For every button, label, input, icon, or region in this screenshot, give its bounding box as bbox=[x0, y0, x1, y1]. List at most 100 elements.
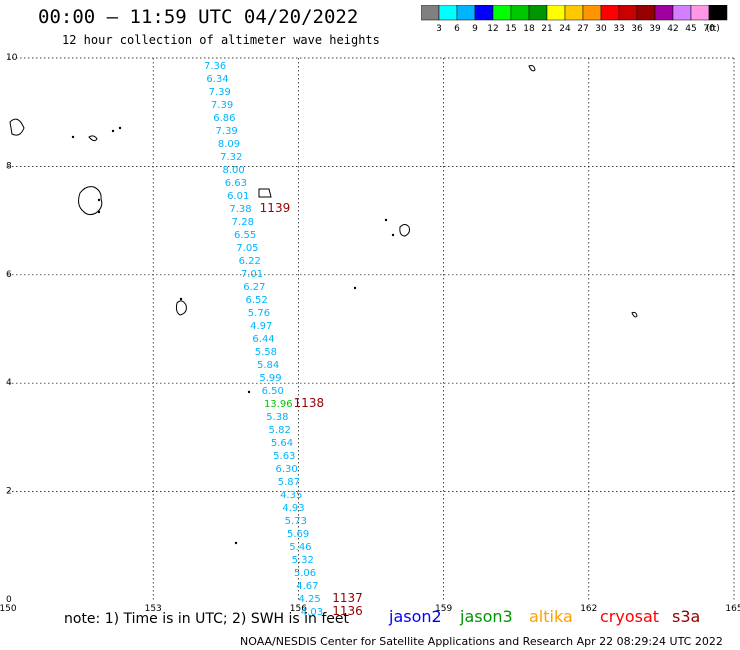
wave-height-label: 7.32 bbox=[220, 152, 242, 163]
coastline-pohnpei bbox=[78, 186, 103, 216]
wave-height-label: 7.39 bbox=[209, 87, 231, 98]
longitude-tick-label: 156 bbox=[290, 604, 307, 614]
wave-height-label: 4.97 bbox=[250, 321, 272, 332]
wave-height-label: 6.34 bbox=[206, 74, 228, 85]
colorbar-swatch bbox=[438, 5, 458, 21]
wave-height-label: 4.03 bbox=[301, 607, 323, 615]
colorbar-label: 12 bbox=[487, 24, 498, 34]
wave-height-colorbar: 3 6 9 12 15 18 21 24 27 30 33 36 39 42 45 70(ft) bbox=[421, 5, 728, 34]
colorbar-label: 18 bbox=[523, 24, 535, 34]
wave-height-label: 6.52 bbox=[246, 295, 268, 306]
wave-height-label: 5.99 bbox=[259, 373, 281, 384]
footer-note: note: 1) Time is in UTC; 2) SWH is in fe… bbox=[64, 611, 350, 627]
colorbar-swatch bbox=[582, 5, 602, 21]
legend-jason2: jason2 bbox=[389, 607, 442, 626]
islet-dot bbox=[384, 218, 388, 222]
colorbar-label: 27 bbox=[577, 24, 588, 34]
colorbar-label: 70 bbox=[703, 24, 715, 34]
wave-height-label: 6.01 bbox=[227, 191, 249, 202]
latitude-tick-label: 2 bbox=[6, 487, 12, 497]
colorbar-swatch bbox=[618, 5, 638, 21]
wave-height-label: 6.63 bbox=[225, 178, 247, 189]
colorbar-swatch bbox=[528, 5, 548, 21]
colorbar-label: 30 bbox=[595, 24, 607, 34]
coastline-nw-atoll bbox=[9, 118, 25, 136]
wave-height-label: 7.28 bbox=[232, 217, 254, 228]
islet-dot bbox=[179, 297, 183, 301]
islet-dot bbox=[247, 390, 251, 394]
latitude-tick-label: 0 bbox=[6, 595, 12, 605]
legend-s3a: s3a bbox=[672, 607, 701, 626]
altimeter-map[interactable]: 150 153 156 159 162 165 0 2 4 6 8 10 7.36 6.34 7.39 7.3… bbox=[0, 45, 740, 615]
wave-height-label: 6.30 bbox=[275, 464, 297, 475]
wave-height-label: 8.09 bbox=[218, 139, 240, 150]
map-subtitle: 12 hour collection of altimeter wave hei… bbox=[62, 33, 380, 47]
colorbar-swatch bbox=[654, 5, 674, 21]
islet-dot bbox=[353, 286, 357, 290]
time-stamp-label: 1139 bbox=[260, 201, 291, 215]
colorbar-swatch bbox=[564, 5, 584, 21]
wave-height-label: 7.38 bbox=[229, 204, 251, 215]
colorbar-swatch bbox=[708, 5, 728, 21]
wave-height-label: 6.86 bbox=[213, 113, 235, 124]
colorbar-swatch bbox=[421, 5, 440, 21]
longitude-tick-label: 153 bbox=[145, 604, 162, 614]
credit-line: NOAA/NESDIS Center for Satellite Applica… bbox=[240, 635, 723, 648]
colorbar-label: 15 bbox=[505, 24, 516, 34]
islet-dot bbox=[391, 233, 395, 237]
colorbar-label: 45 bbox=[685, 24, 696, 34]
wave-height-label: 5.58 bbox=[255, 347, 277, 358]
colorbar-swatch bbox=[546, 5, 566, 21]
colorbar-swatch bbox=[510, 5, 530, 21]
wave-height-label: 5.06 bbox=[294, 568, 316, 579]
legend-jason3: jason3 bbox=[460, 607, 513, 626]
colorbar-swatch bbox=[690, 5, 710, 21]
longitude-tick-label: 150 bbox=[0, 604, 17, 614]
colorbar-label: 9 bbox=[472, 24, 478, 34]
wave-height-label: 6.44 bbox=[252, 334, 274, 345]
latitude-tick-label: 8 bbox=[6, 161, 12, 171]
wave-height-label: 5.84 bbox=[257, 360, 279, 371]
wave-height-label: 4.35 bbox=[280, 490, 302, 501]
colorbar-label: 36 bbox=[631, 24, 643, 34]
colorbar-swatch bbox=[672, 5, 692, 21]
wave-height-label: 5.38 bbox=[266, 412, 288, 423]
coastline-n-islet bbox=[528, 65, 536, 72]
islet-dot bbox=[97, 210, 101, 214]
wave-height-label: 7.05 bbox=[236, 243, 258, 254]
colorbar-swatch bbox=[600, 5, 620, 21]
wave-height-label: 6.55 bbox=[234, 230, 256, 241]
longitude-tick-label: 165 bbox=[725, 604, 740, 614]
coastline-mokil bbox=[175, 300, 187, 316]
time-stamp-label: 1137 bbox=[332, 591, 363, 605]
coastline-ant bbox=[88, 135, 98, 142]
wave-height-label: 6.27 bbox=[243, 282, 265, 293]
colorbar-label: 39 bbox=[649, 24, 661, 34]
map-title: 00:00 – 11:59 UTC 04/20/2022 bbox=[38, 6, 359, 28]
coastline-chuuk-islet-a bbox=[258, 188, 272, 198]
wave-height-label: 6.50 bbox=[262, 386, 284, 397]
wave-height-label: 5.64 bbox=[271, 438, 293, 449]
wave-height-label: 5.82 bbox=[269, 425, 291, 436]
latitude-tick-label: 6 bbox=[6, 270, 12, 280]
wave-height-label: 13.96 bbox=[264, 399, 293, 410]
wave-height-label: 5.87 bbox=[278, 477, 300, 488]
islet-dot bbox=[234, 541, 238, 545]
wave-height-label: 5.46 bbox=[289, 542, 311, 553]
colorbar-label: 6 bbox=[454, 24, 460, 34]
colorbar-label: 33 bbox=[613, 24, 624, 34]
colorbar-swatch bbox=[456, 5, 476, 21]
wave-height-label: 7.39 bbox=[216, 126, 238, 137]
colorbar-label: 42 bbox=[667, 24, 678, 34]
wave-height-label: 7.36 bbox=[204, 61, 226, 72]
latitude-tick-label: 10 bbox=[6, 53, 18, 63]
colorbar-swatch bbox=[636, 5, 656, 21]
wave-height-label: 5.32 bbox=[292, 555, 314, 566]
colorbar-swatch bbox=[492, 5, 512, 21]
wave-height-label: 5.73 bbox=[285, 516, 307, 527]
wave-height-label: 4.67 bbox=[296, 581, 318, 592]
legend-cryosat: cryosat bbox=[600, 607, 660, 626]
time-stamp-label: 1136 bbox=[332, 604, 363, 615]
wave-height-label: 5.76 bbox=[248, 308, 270, 319]
longitude-tick-label: 159 bbox=[435, 604, 452, 614]
